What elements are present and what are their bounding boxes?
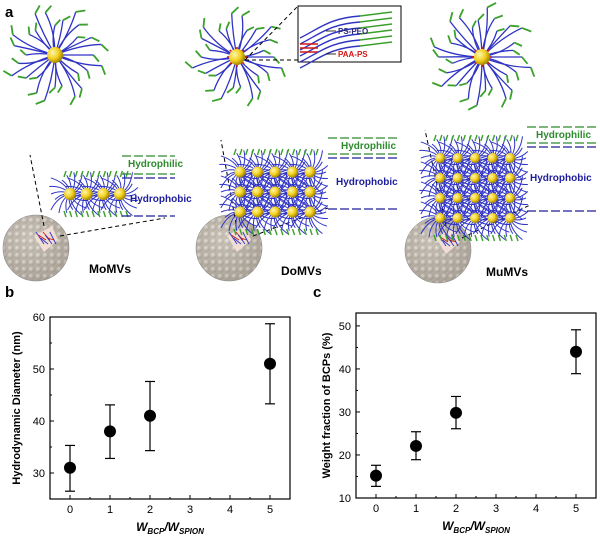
y-tick-label: 30 [33, 468, 45, 480]
label-hydrophilic-1: Hydrophilic [128, 159, 183, 170]
legend-ps-peo: PS-PEO [338, 27, 368, 36]
legend-paa-ps: PAA-PS [338, 50, 368, 59]
vesicle-domvs [195, 139, 329, 282]
panel-label-a: a [5, 4, 14, 21]
label-hydrophobic-2: Hydrophobic [336, 177, 398, 188]
label-hydrophobic-3: Hydrophobic [530, 173, 592, 184]
data-point [450, 406, 462, 419]
x-tick-label: 0 [67, 504, 73, 516]
x-tick-label: 4 [533, 503, 539, 515]
x-tick-label: 3 [187, 504, 193, 516]
data-point [264, 357, 276, 370]
x-tick-label: 5 [573, 503, 579, 515]
micelle-single [2, 5, 109, 106]
y-tick-label: 10 [339, 493, 351, 505]
y-tick-label: 30 [339, 407, 351, 419]
label-muvs: MuMVs [486, 265, 528, 279]
x-tick-label: 3 [493, 503, 499, 515]
y-tick-label: 40 [33, 416, 45, 428]
x-tick-label: 1 [413, 503, 419, 515]
x-tick-label: 5 [267, 504, 273, 516]
data-point [64, 461, 76, 474]
label-momvs: MoMVs [89, 262, 131, 276]
data-point [570, 345, 582, 358]
y-axis-label: Weight fraction of BCPs (%) [321, 332, 333, 478]
label-hydrophilic-3: Hydrophilic [536, 130, 591, 141]
label-hydrophobic-1: Hydrophobic [130, 194, 192, 205]
y-tick-label: 50 [339, 321, 351, 333]
x-axis-label: WBCP/WSPION [136, 520, 204, 536]
layer-markers-momvs [122, 155, 175, 217]
y-tick-label: 40 [339, 364, 351, 376]
x-tick-label: 0 [373, 503, 379, 515]
zoom-inset [244, 5, 402, 69]
panel-label-b: b [5, 284, 15, 301]
micelle-paa [429, 2, 536, 111]
y-tick-label: 50 [33, 364, 45, 376]
data-point [104, 425, 116, 438]
x-tick-label: 1 [107, 504, 113, 516]
x-axis-label: WBCP/WSPION [442, 519, 510, 535]
y-axis-label: Hydrodynamic Diameter (nm) [11, 331, 23, 485]
x-tick-label: 4 [227, 504, 233, 516]
y-tick-label: 60 [33, 312, 45, 324]
vesicle-muvs [404, 129, 531, 284]
schematic-panel: PS-PEO PAA-PS Hydrophilic [2, 2, 597, 284]
x-tick-label: 2 [147, 504, 153, 516]
panel-label-c: c [313, 284, 322, 301]
plot-frame [355, 312, 597, 499]
y-tick-label: 20 [339, 450, 351, 462]
data-point [410, 439, 422, 452]
vesicle-momvs [2, 154, 166, 282]
data-point [144, 409, 156, 422]
x-tick-label: 2 [453, 503, 459, 515]
label-domvs: DoMVs [281, 264, 322, 278]
label-hydrophilic-2: Hydrophilic [341, 141, 396, 152]
data-point [370, 469, 382, 482]
